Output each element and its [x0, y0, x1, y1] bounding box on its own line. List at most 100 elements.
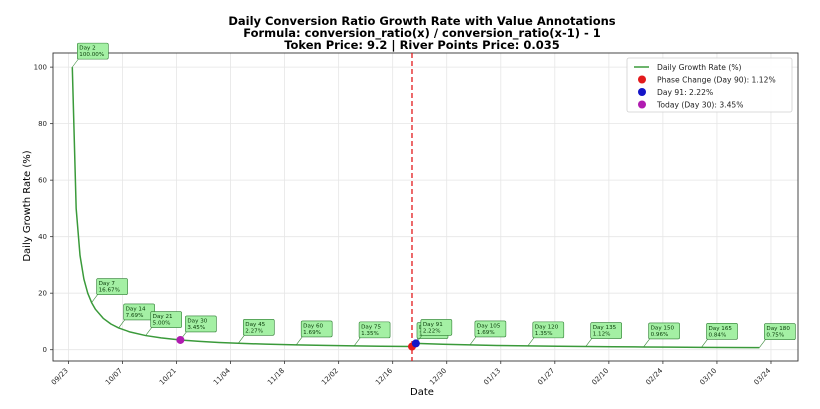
marker-day-91: [411, 339, 420, 348]
annotation-60: Day 601.69%: [295, 320, 333, 346]
annotation-value-label: 2.22%: [423, 328, 441, 334]
x-tick-label: 11/18: [266, 367, 286, 387]
annotation-box: [300, 320, 333, 338]
annotation-arrow: [701, 339, 708, 348]
chart-title-line-2: Formula: conversion_ratio(x) / conversio…: [243, 26, 601, 41]
marker-day-30: [176, 335, 185, 344]
annotation-arrow: [295, 336, 303, 346]
annotation-value-label: 5.00%: [153, 321, 171, 327]
x-tick-label: 11/04: [212, 366, 232, 386]
x-tick-label: 02/10: [590, 367, 610, 387]
legend-label: Daily Growth Rate (%): [657, 63, 742, 72]
series-layer: [71, 53, 760, 361]
legend-label: Today (Day 30): 3.45%: [656, 100, 743, 109]
annotation-day-label: Day 150: [651, 325, 675, 331]
annotation-value-label: 1.35%: [361, 331, 379, 337]
x-tick-label: 10/21: [158, 367, 178, 387]
annotation-day-label: Day 14: [126, 306, 146, 312]
y-tick-label: 60: [38, 177, 47, 185]
annotation-value-label: 0.96%: [651, 332, 669, 338]
annotation-day-label: Day 75: [361, 324, 381, 330]
annotation-value-label: 16.67%: [99, 288, 120, 294]
x-tick-label: 02/24: [644, 366, 664, 386]
x-tick-label: 12/16: [374, 366, 394, 386]
annotation-value-label: 100.00%: [79, 52, 104, 58]
annotation-day-label: Day 105: [477, 323, 501, 329]
chart-title: Daily Conversion Ratio Growth Rate with …: [228, 14, 615, 52]
annotation-box: [358, 321, 391, 339]
annotation-box: [764, 323, 796, 340]
annotation-box: [474, 320, 507, 338]
x-tick-label: 09/23: [50, 367, 70, 387]
annotation-value-label: 7.69%: [126, 313, 144, 319]
annotation-day-label: Day 180: [766, 326, 790, 332]
chart-title-line-3: Token Price: 9.2 | River Points Price: 0…: [284, 38, 560, 52]
y-tick-label: 0: [43, 346, 47, 354]
marker-layer: [176, 335, 420, 351]
annotation-arrow: [118, 319, 125, 329]
grid-lines: [53, 53, 798, 361]
y-axis-label: Daily Growth Rate (%): [22, 150, 33, 261]
annotation-day-label: Day 135: [593, 325, 617, 331]
legend-marker-swatch: [638, 88, 646, 96]
y-tick-label: 80: [38, 120, 47, 128]
annotation-day-label: Day 21: [153, 314, 173, 320]
annotation-day-label: Day 30: [187, 318, 207, 324]
annotation-value-label: 1.12%: [593, 332, 611, 338]
annotation-box: [420, 319, 453, 336]
annotation-day-label: Day 165: [708, 326, 732, 332]
annotation-value-label: 0.84%: [708, 332, 726, 338]
x-tick-label: 03/10: [698, 367, 718, 387]
annotation-box: [242, 318, 275, 336]
annotation-day-label: Day 120: [535, 324, 559, 330]
annotation-box: [532, 321, 565, 339]
annotation-day-label: Day 7: [99, 281, 116, 287]
annotation-value-label: 1.69%: [477, 330, 495, 336]
legend-label: Day 91: 2.22%: [657, 88, 713, 97]
annotation-day-label: Day 60: [303, 323, 323, 329]
x-tick-label: 12/02: [320, 367, 340, 387]
x-tick-label: 03/24: [752, 366, 772, 386]
annotation-box: [77, 42, 109, 60]
annotation-arrow: [91, 294, 98, 303]
annotation-box: [185, 315, 217, 333]
annotation-arrow: [145, 327, 152, 336]
y-tick-label: 100: [34, 64, 47, 72]
x-tick-label: 01/27: [536, 367, 556, 387]
annotation-value-label: 3.45%: [187, 325, 205, 331]
y-tick-label: 20: [38, 290, 47, 298]
annotation-21: Day 215.00%: [145, 311, 182, 336]
chart-title-line-1: Daily Conversion Ratio Growth Rate with …: [228, 14, 615, 28]
annotation-75: Day 751.35%: [353, 321, 391, 347]
annotation-45: Day 452.27%: [238, 318, 275, 344]
y-tick-label: 40: [38, 233, 47, 241]
annotation-arrow: [527, 337, 535, 347]
x-tick-label: 10/07: [104, 367, 124, 387]
annotation-box: [648, 322, 680, 340]
annotation-day-label: Day 2: [79, 46, 95, 52]
annotation-box: [590, 322, 622, 339]
annotation-14: Day 147.69%: [118, 303, 155, 329]
annotation-arrow: [585, 338, 592, 347]
annotation-91: Day 912.22%: [415, 319, 453, 344]
annotation-arrow: [72, 58, 79, 68]
x-tick-label: 01/13: [482, 367, 502, 387]
growth-rate-line: [71, 67, 760, 349]
annotation-value-label: 2.27%: [245, 328, 263, 334]
x-tick-label: 12/30: [428, 367, 448, 387]
annotation-box: [706, 323, 738, 340]
legend-label: Phase Change (Day 90): 1.12%: [657, 75, 776, 84]
annotation-30: Day 303.45%: [180, 315, 217, 341]
annotation-arrow: [469, 336, 477, 346]
annotation-7: Day 716.67%: [91, 278, 128, 303]
annotation-day-label: Day 91: [423, 322, 443, 328]
annotation-value-label: 0.75%: [766, 333, 784, 339]
annotation-value-label: 1.69%: [303, 330, 321, 336]
